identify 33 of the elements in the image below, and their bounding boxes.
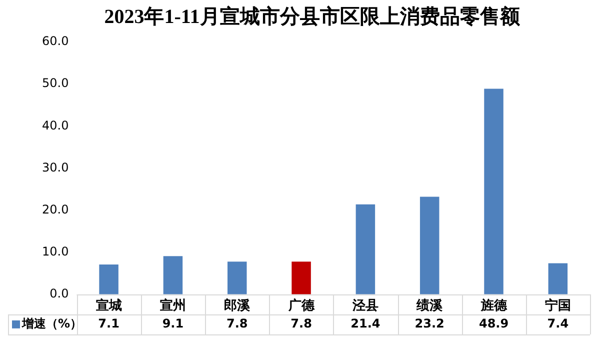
y-tick-label: 10.0 <box>42 244 69 258</box>
bar <box>548 263 568 294</box>
data-label: 7.8 <box>226 316 248 331</box>
x-tick-label: 宣州 <box>160 298 186 314</box>
bar <box>420 196 440 294</box>
y-tick-label: 30.0 <box>42 160 69 174</box>
y-tick-label: 60.0 <box>42 34 69 48</box>
x-tick-label: 绩溪 <box>416 298 444 314</box>
bar <box>227 262 247 294</box>
bar <box>484 88 504 294</box>
data-label: 9.1 <box>162 316 184 331</box>
y-tick-label: 40.0 <box>42 118 69 132</box>
y-tick-label: 20.0 <box>42 202 69 216</box>
chart-title: 2023年1-11月宣城市分县市区限上消费品零售额 <box>104 5 521 28</box>
y-tick-label: 0.0 <box>50 286 69 301</box>
legend-label: 增速（%） <box>21 316 82 331</box>
x-tick-label: 郎溪 <box>224 298 252 314</box>
x-tick-label: 宁国 <box>544 298 571 314</box>
x-tick-label: 旌德 <box>480 298 508 314</box>
bar <box>356 204 376 294</box>
bar <box>99 264 118 294</box>
data-label: 7.1 <box>98 316 120 331</box>
bar <box>292 262 311 294</box>
data-label: 23.2 <box>414 316 444 331</box>
x-tick-label: 广德 <box>287 298 316 314</box>
x-tick-label: 泾县 <box>351 298 378 314</box>
data-label: 48.9 <box>478 316 509 331</box>
x-tick-label: 宣城 <box>96 298 122 314</box>
data-label: 21.4 <box>350 316 380 331</box>
data-label: 7.8 <box>290 316 312 331</box>
bar <box>163 256 183 294</box>
y-tick-label: 50.0 <box>42 76 69 90</box>
data-label: 7.4 <box>547 316 569 331</box>
